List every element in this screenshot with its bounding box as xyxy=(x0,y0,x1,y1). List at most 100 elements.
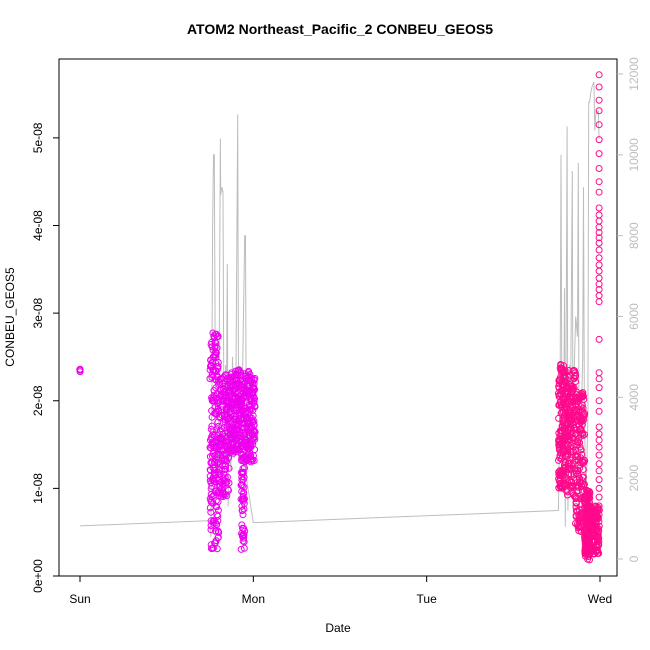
data-point xyxy=(232,380,240,388)
data-point xyxy=(562,451,570,459)
data-point xyxy=(595,375,603,383)
data-point xyxy=(595,423,603,431)
chart-title: ATOM2 Northeast_Pacific_2 CONBEU_GEOS5 xyxy=(187,21,493,37)
data-point xyxy=(212,349,220,357)
data-point xyxy=(239,490,247,498)
data-point xyxy=(579,466,587,473)
data-point xyxy=(247,458,255,466)
data-point xyxy=(214,450,222,458)
y-tick-label: 2e-08 xyxy=(31,385,45,416)
data-point xyxy=(226,409,234,417)
data-point xyxy=(595,430,603,438)
data-point xyxy=(595,369,603,377)
y-tick-label: 1e-08 xyxy=(31,473,45,504)
data-point xyxy=(214,362,222,370)
data-point xyxy=(214,332,222,340)
data-point xyxy=(579,473,587,481)
data-point xyxy=(213,503,221,511)
data-point xyxy=(206,375,214,383)
y-tick-label: 5e-08 xyxy=(31,122,45,153)
data-point xyxy=(579,432,587,439)
data-point xyxy=(595,229,603,236)
data-point xyxy=(580,416,588,424)
data-point xyxy=(562,487,570,495)
data-point xyxy=(213,344,221,352)
data-point xyxy=(212,367,220,375)
data-point xyxy=(586,489,594,497)
data-point xyxy=(569,482,577,490)
data-point xyxy=(238,521,246,529)
data-point xyxy=(555,484,563,492)
data-point xyxy=(251,374,259,382)
data-point xyxy=(225,464,233,472)
data-point xyxy=(225,479,233,487)
data-point xyxy=(241,495,248,503)
data-point xyxy=(240,473,248,481)
data-point xyxy=(595,517,603,525)
data-point xyxy=(209,428,217,436)
data-point xyxy=(595,178,603,186)
data-point xyxy=(222,465,230,473)
data-point xyxy=(595,541,603,549)
data-point xyxy=(249,406,257,414)
data-point xyxy=(76,366,84,374)
y-tick-label: 4e-08 xyxy=(31,210,45,241)
y-axis-label: CONBEU_GEOS5 xyxy=(3,267,17,367)
data-point xyxy=(595,234,603,242)
data-point xyxy=(214,506,222,514)
data-point xyxy=(595,493,603,501)
data-point xyxy=(595,451,603,459)
data-point xyxy=(595,71,603,79)
data-point xyxy=(577,446,585,454)
data-point xyxy=(595,188,603,196)
data-point xyxy=(595,527,603,535)
y-right-tick-label: 0 xyxy=(627,555,641,562)
data-point xyxy=(223,457,231,465)
data-point xyxy=(579,389,587,397)
data-point xyxy=(251,386,259,394)
data-point xyxy=(571,371,579,379)
data-point xyxy=(213,545,221,553)
data-point xyxy=(595,460,603,468)
data-point xyxy=(214,498,222,506)
data-point xyxy=(595,254,603,262)
data-point xyxy=(212,348,220,356)
data-point xyxy=(595,397,603,405)
data-point xyxy=(239,511,247,519)
data-point xyxy=(240,534,248,542)
data-point xyxy=(595,150,603,158)
data-point xyxy=(576,443,584,451)
data-point xyxy=(225,486,232,494)
data-point xyxy=(579,477,586,485)
data-point xyxy=(251,402,259,410)
data-point xyxy=(595,384,603,392)
data-point xyxy=(595,96,603,104)
x-tick-label: Mon xyxy=(242,592,265,606)
y-right-tick-label: 8000 xyxy=(627,222,641,249)
data-point xyxy=(239,468,247,476)
data-point xyxy=(595,436,603,444)
data-point xyxy=(595,267,603,275)
data-point xyxy=(595,522,603,530)
data-point xyxy=(595,298,603,306)
data-point xyxy=(218,478,225,486)
data-point xyxy=(595,502,603,510)
data-point xyxy=(207,498,215,506)
data-point xyxy=(213,520,221,528)
x-tick-label: Wed xyxy=(588,592,612,606)
y-right-tick-label: 4000 xyxy=(627,384,641,411)
data-point xyxy=(240,505,248,513)
y-right-tick-label: 10000 xyxy=(627,138,641,172)
data-point xyxy=(250,457,258,464)
data-point xyxy=(595,121,603,129)
y-tick-label: 3e-08 xyxy=(31,297,45,328)
data-point xyxy=(557,361,565,368)
data-point xyxy=(595,292,603,300)
data-point xyxy=(595,211,603,219)
data-point xyxy=(215,529,223,536)
data-point xyxy=(572,499,580,507)
data-point xyxy=(251,446,259,454)
data-point xyxy=(565,470,573,478)
data-point xyxy=(207,508,215,516)
